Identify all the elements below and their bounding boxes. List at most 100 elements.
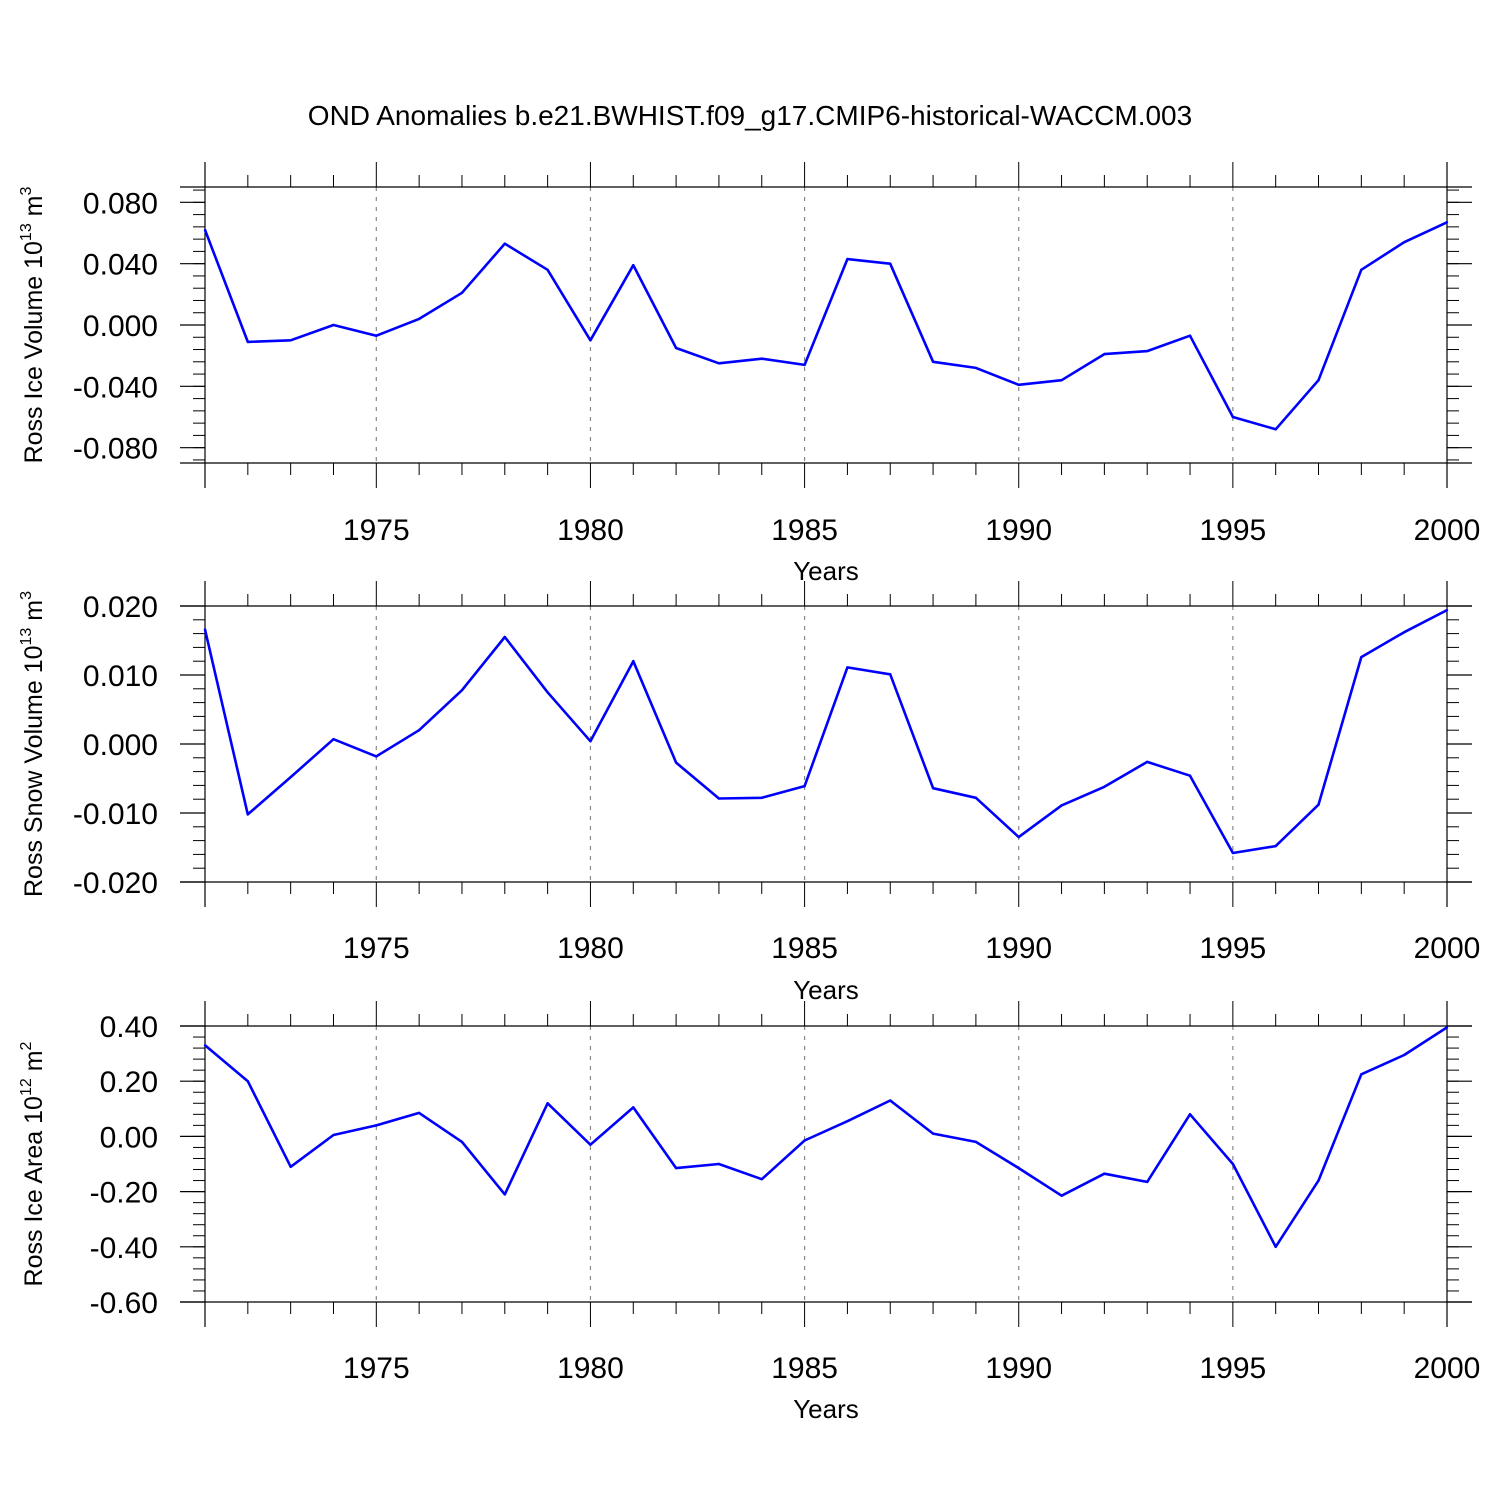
data-point: [460, 291, 464, 294]
data-point: [760, 1177, 763, 1181]
data-point: [1231, 415, 1235, 419]
y-tick-label: -0.20: [90, 1177, 158, 1210]
data-point: [1231, 851, 1235, 855]
y-axis-label: Ross Ice Volume 1013 m3: [18, 186, 48, 463]
data-point: [674, 761, 678, 764]
panel-3: 0.40 0.20 0.00 -0.20 -0.40 -0.60 1975 1980 1985 1…: [18, 1001, 1480, 1424]
panel-2: 0.020 0.010 0.000 -0.010 -0.020 1975 1980 1985 1…: [18, 581, 1480, 1005]
y-tick-label: 0.020: [83, 591, 158, 624]
data-point: [417, 1111, 421, 1115]
data-point: [931, 1132, 935, 1135]
x-tick-label: 1975: [343, 1352, 410, 1385]
y-tick-label: 0.040: [83, 249, 158, 282]
x-axis-label: Years: [793, 556, 859, 586]
data-point: [375, 334, 378, 337]
x-tick-label: 1985: [771, 514, 838, 547]
data-point: [717, 362, 721, 365]
x-tick-label: 1985: [771, 1352, 838, 1385]
data-point: [203, 628, 207, 631]
data-point: [375, 755, 378, 758]
data-point: [632, 264, 635, 267]
data-point: [203, 228, 207, 232]
data-point: [931, 360, 935, 363]
data-point: [1274, 1245, 1277, 1249]
x-tick-label: 1975: [343, 932, 410, 965]
data-point: [503, 1193, 506, 1196]
data-point: [974, 1140, 978, 1144]
data-point: [546, 1102, 549, 1105]
data-point: [1103, 1172, 1106, 1175]
data-point: [1317, 803, 1320, 806]
y-tick-label: -0.60: [90, 1287, 158, 1320]
data-point: [246, 813, 250, 816]
data-point: [931, 786, 935, 790]
data-point: [760, 357, 763, 360]
y-tick-label: -0.080: [73, 433, 158, 466]
chart-title: OND Anomalies b.e21.BWHIST.f09_g17.CMIP6…: [308, 100, 1192, 131]
data-point: [846, 257, 849, 261]
data-point: [803, 1139, 806, 1142]
data-point: [1402, 1053, 1406, 1057]
data-point: [460, 688, 464, 692]
data-point: [203, 1044, 207, 1047]
y-tick-label: 0.40: [100, 1011, 158, 1044]
data-point: [546, 691, 549, 694]
x-tick-label: 2000: [1414, 514, 1481, 547]
data-point: [1317, 1179, 1320, 1182]
data-point: [1188, 334, 1192, 337]
data-point: [1060, 1194, 1063, 1197]
data-point: [803, 784, 806, 788]
data-point: [889, 262, 892, 265]
data-point: [846, 1120, 849, 1123]
data-point: [375, 1124, 378, 1127]
data-point: [1274, 428, 1277, 431]
y-tick-label: -0.010: [73, 798, 158, 831]
data-point: [246, 1080, 250, 1083]
data-point: [974, 366, 978, 370]
data-point: [674, 346, 678, 350]
y-tick-label: -0.40: [90, 1232, 158, 1265]
data-point: [589, 740, 592, 743]
y-axis-label: Ross Ice Area 1012 m2: [18, 1041, 48, 1286]
data-point: [974, 796, 978, 800]
data-point: [1017, 1166, 1020, 1170]
data-point: [332, 323, 335, 327]
data-point: [803, 363, 806, 367]
data-point: [1146, 1180, 1149, 1184]
data-point: [1317, 379, 1320, 382]
data-point: [1103, 352, 1106, 356]
data-point: [1188, 1113, 1192, 1116]
x-tick-label: 1980: [557, 932, 624, 965]
data-point: [717, 1162, 721, 1166]
x-tick-label: 1980: [557, 1352, 624, 1385]
data-point: [1445, 221, 1449, 224]
panels: 0.080 0.040 0.000 -0.040 -0.080 1975 1980 1985 1…: [18, 162, 1480, 1424]
y-tick-label: 0.00: [100, 1121, 158, 1154]
data-point: [1274, 844, 1277, 848]
data-point: [760, 796, 763, 800]
data-point: [1402, 241, 1406, 244]
data-point: [332, 1133, 335, 1137]
data-point: [1103, 785, 1106, 788]
data-point: [246, 340, 250, 344]
x-tick-label: 2000: [1414, 1352, 1481, 1385]
data-point: [632, 660, 635, 663]
series-line: [203, 608, 1448, 855]
data-point: [589, 339, 592, 342]
data-point: [503, 635, 506, 639]
y-tick-label: 0.000: [83, 310, 158, 343]
y-axis-label: Ross Snow Volume 1013 m3: [18, 591, 48, 897]
panel-1: 0.080 0.040 0.000 -0.040 -0.080 1975 1980 1985 1…: [18, 162, 1480, 586]
data-point: [1445, 1026, 1449, 1029]
x-tick-label: 1995: [1199, 932, 1266, 965]
series-line: [204, 1026, 1448, 1249]
x-tick-label: 1975: [343, 514, 410, 547]
x-tick-label: 1990: [985, 1352, 1052, 1385]
data-point: [289, 339, 292, 342]
data-point: [546, 268, 549, 271]
x-tick-label: 1985: [771, 932, 838, 965]
x-tick-label: 2000: [1414, 932, 1481, 965]
data-point: [1231, 1162, 1235, 1166]
data-point: [1360, 655, 1363, 659]
